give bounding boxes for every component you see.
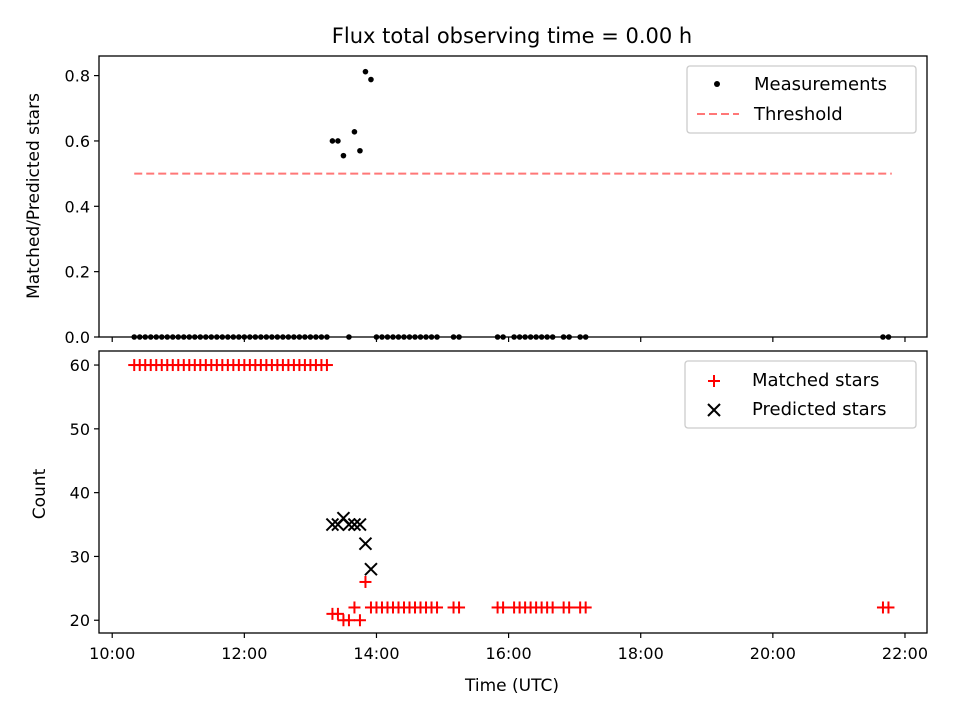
measurement-point — [340, 152, 347, 159]
matched-stars-point — [882, 601, 895, 614]
count-axes-frame — [98, 350, 928, 634]
x-tick-label: 20:00 — [750, 644, 796, 663]
chart-title: Flux total observing time = 0.00 h — [332, 24, 692, 48]
measurement-point — [329, 138, 336, 144]
ratio-panel: Flux total observing time = 0.00 h Match… — [24, 24, 928, 347]
y-tick-label: 50 — [70, 420, 90, 439]
matched-stars-point — [453, 601, 466, 614]
legend-label-measurements: Measurements — [754, 74, 887, 95]
legend-label-predicted-stars: Predicted stars — [752, 399, 886, 420]
measurement-point — [368, 76, 374, 83]
matched-stars-point — [348, 601, 361, 614]
y-tick-label: 0.2 — [65, 263, 90, 282]
count-panel: Count Time (UTC) 20 30 40 50 60 10:00 12:00 14… — [30, 350, 928, 696]
legend-box — [686, 65, 917, 134]
ratio-axes-frame — [98, 55, 928, 338]
y-tick-label: 40 — [70, 484, 90, 503]
x-tick-label: 14:00 — [353, 644, 399, 663]
y-tick-label: 30 — [70, 547, 90, 566]
x-tick-label: 12:00 — [221, 644, 267, 663]
y-tick-label: 60 — [70, 356, 90, 375]
predicted-stars-point — [364, 562, 378, 576]
predicted-stars-legend-marker — [707, 403, 721, 417]
measurement-point — [357, 147, 363, 154]
matched-stars-point — [331, 607, 344, 620]
count-plot-area — [128, 359, 895, 627]
y-tick-label: 0.4 — [65, 197, 90, 216]
predicted-stars-point — [325, 517, 340, 532]
matched-stars-point — [579, 601, 592, 614]
matched-stars-point — [359, 575, 372, 588]
matched-stars-point — [431, 601, 444, 614]
y-tick-label: 0.6 — [65, 132, 90, 151]
measurements-legend-marker — [714, 81, 720, 87]
x-tick-label: 16:00 — [486, 644, 532, 663]
y-axis-label-count: Count — [30, 468, 50, 519]
predicted-stars-point — [342, 517, 356, 532]
matched-stars-point — [320, 359, 333, 372]
x-tick-label: 22:00 — [882, 644, 928, 663]
matched-stars-point — [563, 601, 576, 614]
x-axis-time: 10:00 12:00 14:00 16:00 18:00 20:00 22:00 — [89, 633, 928, 663]
matched-stars-point — [353, 614, 366, 627]
matched-stars-point — [342, 614, 355, 627]
ratio-legend: Measurements Threshold — [686, 65, 917, 134]
count-legend: Matched stars Predicted stars — [684, 360, 917, 429]
y-axis-ratio: 0.0 0.2 0.4 0.6 0.8 — [65, 67, 99, 347]
y-tick-label: 0.8 — [65, 67, 90, 86]
legend-label-threshold: Threshold — [753, 104, 843, 125]
predicted-stars-point — [353, 517, 367, 532]
matched-stars-point — [497, 601, 510, 614]
matched-stars-point — [546, 601, 559, 614]
measurement-point — [351, 129, 358, 135]
x-tick-label: 10:00 — [89, 644, 135, 663]
x-tick-label: 18:00 — [618, 644, 664, 663]
x-axis-label: Time (UTC) — [464, 676, 559, 696]
y-axis-label-ratio: Matched/Predicted stars — [24, 93, 44, 299]
predicted-stars-point — [358, 536, 373, 551]
measurement-point — [335, 138, 341, 144]
y-tick-label: 0.0 — [65, 328, 90, 347]
legend-box — [684, 360, 917, 429]
y-tick-label: 20 — [70, 611, 90, 630]
legend-label-matched-stars: Matched stars — [752, 370, 879, 391]
matched-stars-legend-marker — [708, 375, 720, 387]
predicted-stars-point — [347, 517, 362, 532]
measurement-point — [362, 68, 369, 75]
y-axis-count: 20 30 40 50 60 — [70, 356, 99, 630]
